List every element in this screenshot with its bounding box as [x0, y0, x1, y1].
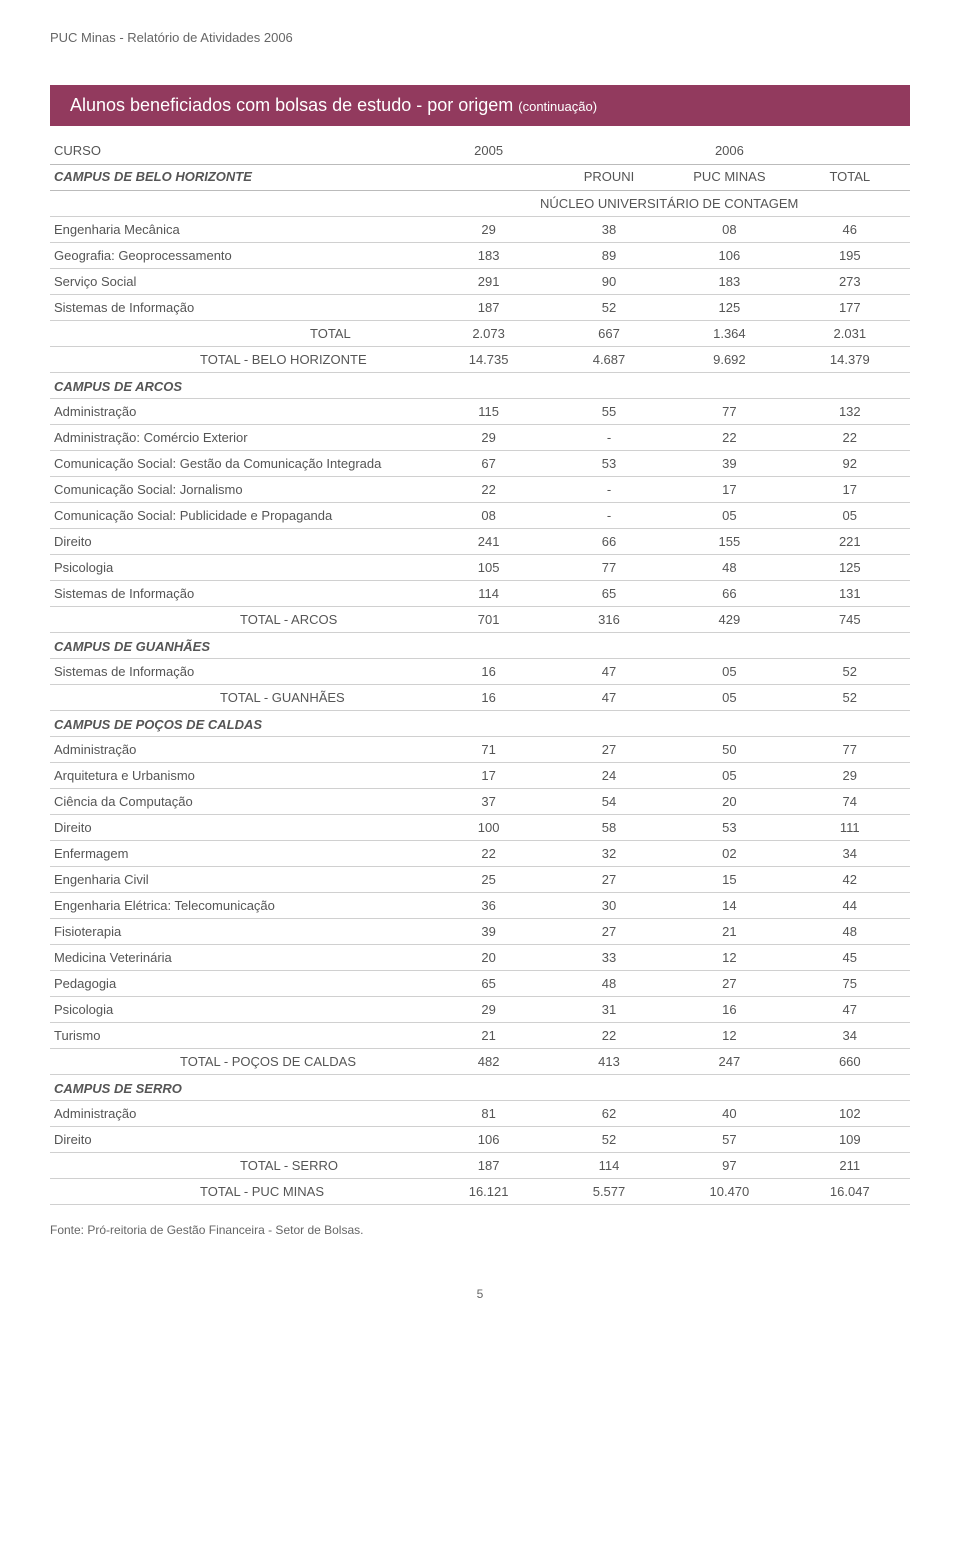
table-row: Sistemas de Informação16470552 [50, 659, 910, 685]
table-row: Arquitetura e Urbanismo17240529 [50, 763, 910, 789]
col-curso: CURSO [50, 138, 428, 165]
col-prouni: PROUNI [549, 165, 669, 191]
table-row: Serviço Social29190183273 [50, 269, 910, 295]
campus-label: CAMPUS DE ARCOS [50, 373, 910, 399]
table-row: Enfermagem22320234 [50, 841, 910, 867]
col-pucminas: PUC MINAS [669, 165, 789, 191]
title-main: Alunos beneficiados com bolsas de estudo… [70, 95, 518, 115]
table-row: Comunicação Social: Publicidade e Propag… [50, 503, 910, 529]
table-row: Geografia: Geoprocessamento18389106195 [50, 243, 910, 269]
table-row: Sistemas de Informação18752125177 [50, 295, 910, 321]
campus-head-row: CAMPUS DE SERRO [50, 1075, 910, 1101]
table-row: Engenharia Mecânica29380846 [50, 217, 910, 243]
table-row: Administração71275077 [50, 737, 910, 763]
campus-head-row: CAMPUS DE GUANHÃES [50, 633, 910, 659]
total-row: TOTAL - GUANHÃES16470552 [50, 685, 910, 711]
campus-label: CAMPUS DE POÇOS DE CALDAS [50, 711, 910, 737]
page-number: 5 [50, 1287, 910, 1301]
col-2006: 2006 [549, 138, 910, 165]
title-sub: (continuação) [518, 99, 597, 114]
table-row: Administração1155577132 [50, 399, 910, 425]
table-row: Direito24166155221 [50, 529, 910, 555]
table-row: Pedagogia65482775 [50, 971, 910, 997]
campus-bh-label: CAMPUS DE BELO HORIZONTE [50, 165, 428, 191]
campus-head-row: CAMPUS DE POÇOS DE CALDAS [50, 711, 910, 737]
table-row: Sistemas de Informação1146566131 [50, 581, 910, 607]
table-row: Administração: Comércio Exterior29-2222 [50, 425, 910, 451]
total-row: TOTAL - BELO HORIZONTE14.7354.6879.69214… [50, 347, 910, 373]
total-row: TOTAL - POÇOS DE CALDAS482413247660 [50, 1049, 910, 1075]
nucleo-title: NÚCLEO UNIVERSITÁRIO DE CONTAGEM [428, 191, 910, 217]
campus-label: CAMPUS DE SERRO [50, 1075, 910, 1101]
table-row: Turismo21221234 [50, 1023, 910, 1049]
total-row: TOTAL - SERRO18711497211 [50, 1153, 910, 1179]
campus-label: CAMPUS DE GUANHÃES [50, 633, 910, 659]
table-row: Medicina Veterinária20331245 [50, 945, 910, 971]
total-row: TOTAL2.0736671.3642.031 [50, 321, 910, 347]
table-row: Direito1005853111 [50, 815, 910, 841]
total-row: TOTAL - PUC MINAS16.1215.57710.47016.047 [50, 1179, 910, 1205]
section-title-row: NÚCLEO UNIVERSITÁRIO DE CONTAGEM [50, 191, 910, 217]
total-row: TOTAL - ARCOS701316429745 [50, 607, 910, 633]
table-row: Comunicação Social: Jornalismo22-1717 [50, 477, 910, 503]
campus-head-row: CAMPUS DE ARCOS [50, 373, 910, 399]
table-row: Engenharia Elétrica: Telecomunicação3630… [50, 893, 910, 919]
table-row: Administração816240102 [50, 1101, 910, 1127]
source-footnote: Fonte: Pró-reitoria de Gestão Financeira… [50, 1223, 910, 1237]
table-header-row: CURSO20052006 [50, 138, 910, 165]
col-2005: 2005 [428, 138, 548, 165]
table-row: Fisioterapia39272148 [50, 919, 910, 945]
data-table: CURSO20052006CAMPUS DE BELO HORIZONTEPRO… [50, 138, 910, 1205]
table-row: Ciência da Computação37542074 [50, 789, 910, 815]
title-band: Alunos beneficiados com bolsas de estudo… [50, 85, 910, 126]
table-row: Engenharia Civil25271542 [50, 867, 910, 893]
table-subheader-row: CAMPUS DE BELO HORIZONTE PROUNIPUC MINAST… [50, 165, 910, 191]
table-row: Comunicação Social: Gestão da Comunicaçã… [50, 451, 910, 477]
table-row: Psicologia29311647 [50, 997, 910, 1023]
col-total: TOTAL [790, 165, 910, 191]
document-header: PUC Minas - Relatório de Atividades 2006 [50, 30, 910, 45]
table-row: Direito1065257109 [50, 1127, 910, 1153]
table-row: Psicologia1057748125 [50, 555, 910, 581]
